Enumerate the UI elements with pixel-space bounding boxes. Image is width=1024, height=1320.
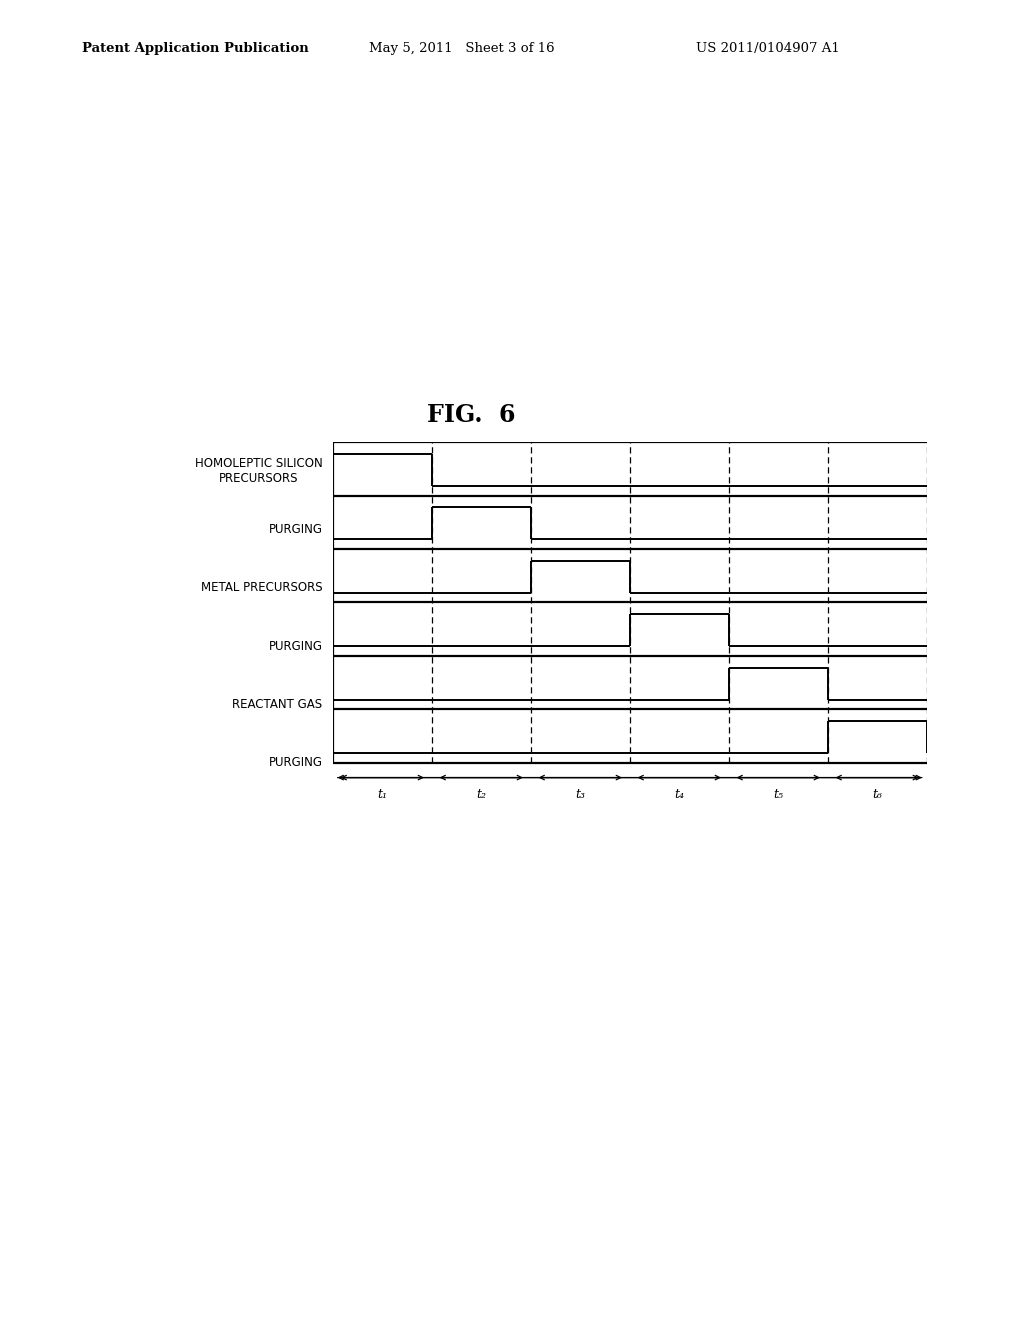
Text: Patent Application Publication: Patent Application Publication <box>82 42 308 55</box>
Text: PURGING: PURGING <box>268 640 323 653</box>
Text: t₅: t₅ <box>773 788 783 801</box>
Text: t₃: t₃ <box>575 788 586 801</box>
Text: t₆: t₆ <box>872 788 883 801</box>
Text: PURGING: PURGING <box>268 523 323 536</box>
Text: t₄: t₄ <box>674 788 684 801</box>
Text: METAL PRECURSORS: METAL PRECURSORS <box>201 581 323 594</box>
Text: t₂: t₂ <box>476 788 486 801</box>
Text: REACTANT GAS: REACTANT GAS <box>232 698 323 711</box>
Text: US 2011/0104907 A1: US 2011/0104907 A1 <box>696 42 840 55</box>
Text: FIG.  6: FIG. 6 <box>427 403 515 426</box>
Text: PURGING: PURGING <box>268 756 323 770</box>
Text: t₁: t₁ <box>377 788 387 801</box>
Text: HOMOLEPTIC SILICON
PRECURSORS: HOMOLEPTIC SILICON PRECURSORS <box>195 457 323 486</box>
Text: May 5, 2011   Sheet 3 of 16: May 5, 2011 Sheet 3 of 16 <box>369 42 554 55</box>
